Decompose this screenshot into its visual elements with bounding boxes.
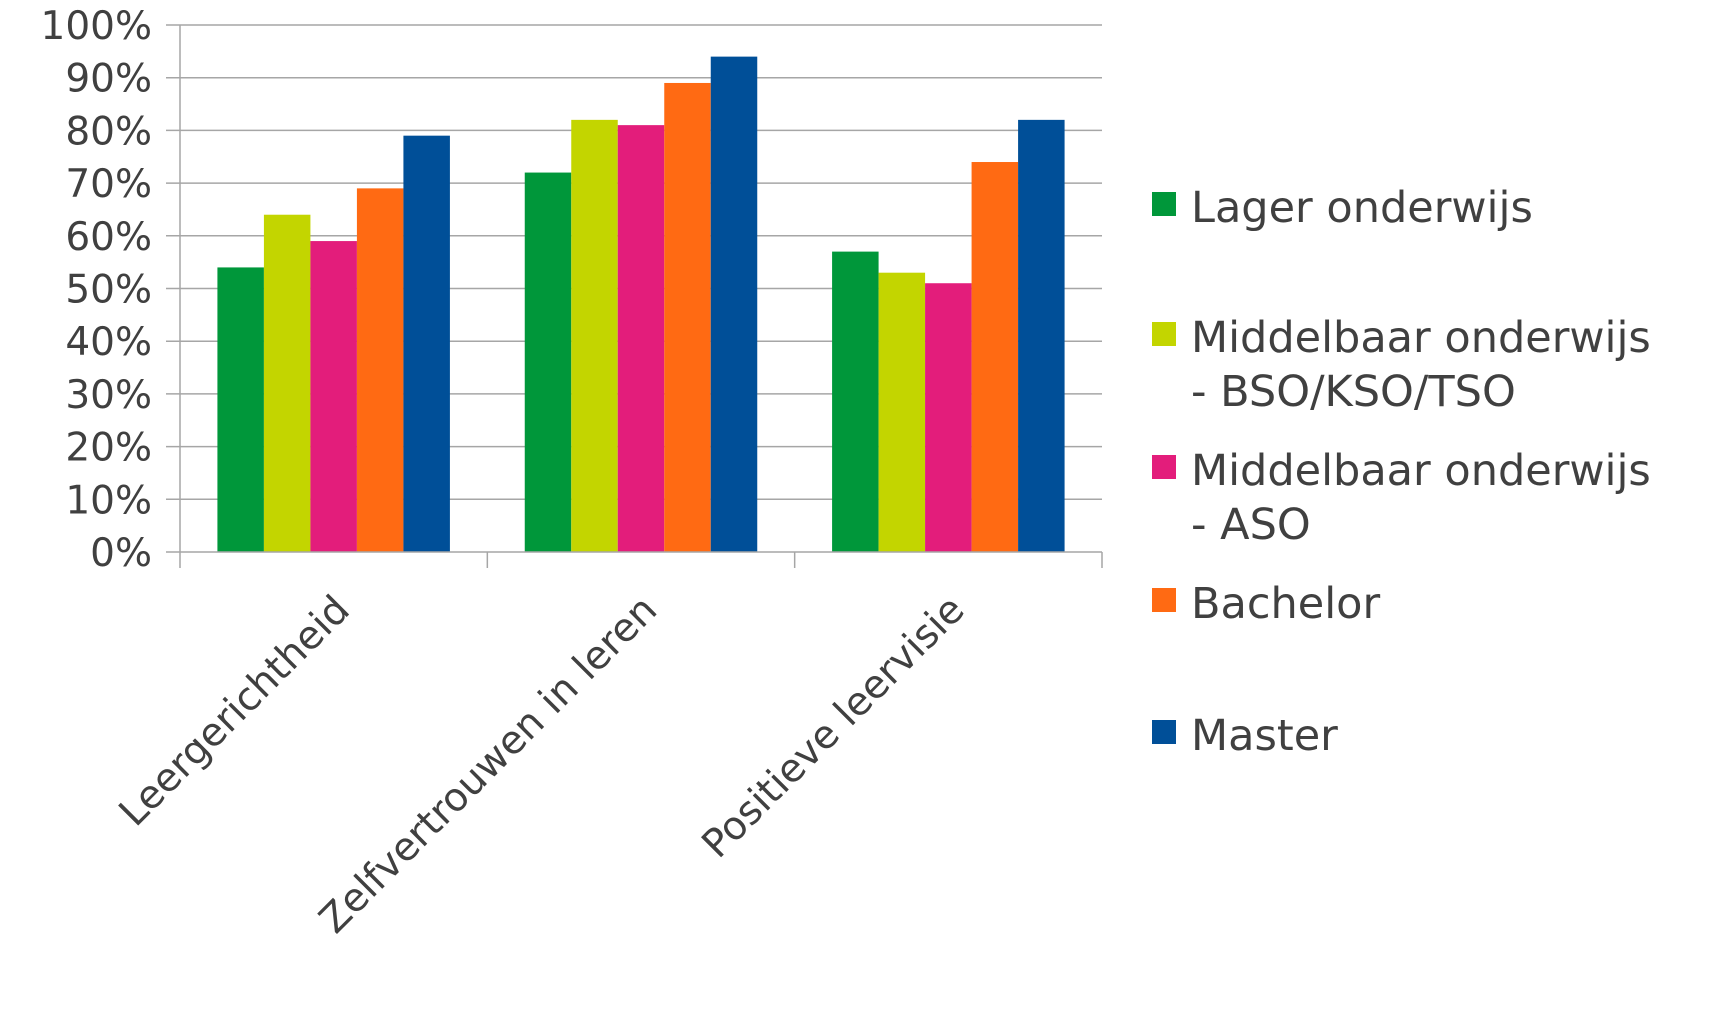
bar bbox=[356, 188, 404, 552]
legend-swatch bbox=[1152, 192, 1176, 216]
y-tick-label: 30% bbox=[65, 373, 152, 418]
y-tick-label: 90% bbox=[65, 57, 152, 102]
y-tick-label: 60% bbox=[65, 215, 152, 260]
bar bbox=[571, 119, 618, 553]
legend-label: Middelbaar onderwijs bbox=[1191, 313, 1651, 363]
y-tick-label: 100% bbox=[41, 4, 153, 49]
bars bbox=[217, 56, 1065, 553]
bar bbox=[217, 267, 264, 552]
legend-swatch bbox=[1152, 322, 1176, 346]
y-tick-label: 80% bbox=[65, 109, 152, 154]
y-tick-label: 40% bbox=[65, 320, 152, 365]
legend-label: - ASO bbox=[1191, 500, 1311, 550]
legend-label: Lager onderwijs bbox=[1191, 183, 1533, 233]
y-tick-label: 10% bbox=[65, 478, 152, 523]
bar bbox=[878, 272, 926, 552]
axes bbox=[166, 25, 1103, 568]
category-label: Zelfvertrouwen in leren bbox=[311, 587, 666, 942]
legend-swatch bbox=[1152, 455, 1176, 479]
y-tick-label: 0% bbox=[90, 531, 152, 576]
bar bbox=[403, 135, 450, 553]
bar bbox=[925, 283, 972, 552]
category-label: Leergerichtheid bbox=[111, 587, 359, 835]
legend-swatch bbox=[1152, 720, 1176, 744]
y-tick-label: 50% bbox=[65, 268, 152, 313]
bar bbox=[664, 82, 711, 552]
bar bbox=[310, 241, 357, 552]
legend-label: Master bbox=[1191, 711, 1338, 761]
y-tick-label: 20% bbox=[65, 426, 152, 471]
legend-label: - BSO/KSO/TSO bbox=[1191, 367, 1516, 417]
legend-label: Bachelor bbox=[1191, 579, 1380, 629]
y-tick-labels: 0% 10% 20% 30% 40% 50% 60% 70% 80% 90% 100% bbox=[41, 4, 153, 576]
y-tick-label: 70% bbox=[65, 162, 152, 207]
bar bbox=[971, 162, 1019, 552]
bar bbox=[617, 125, 665, 552]
category-label: Positieve leervisie bbox=[694, 587, 974, 867]
bar bbox=[263, 214, 311, 552]
bar bbox=[710, 56, 758, 553]
legend-swatch bbox=[1152, 588, 1176, 612]
bar bbox=[524, 172, 572, 552]
legend-label: Middelbaar onderwijs bbox=[1191, 446, 1651, 496]
bar bbox=[832, 251, 879, 553]
bar bbox=[1018, 119, 1065, 553]
